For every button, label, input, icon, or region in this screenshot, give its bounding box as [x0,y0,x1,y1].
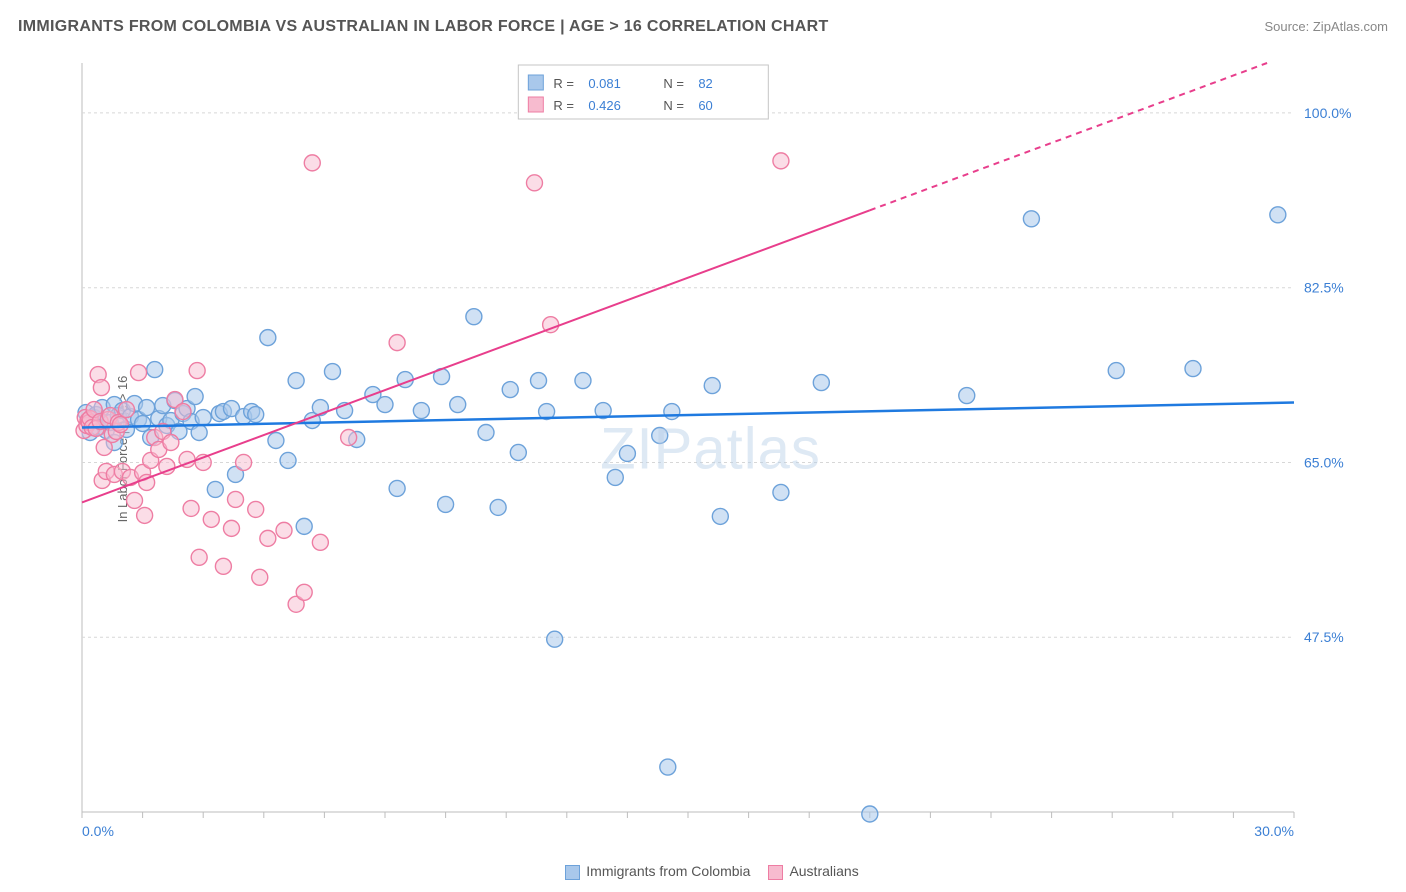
data-point [704,378,720,394]
correlation-legend: R = 0.081 N = 82 R = 0.426 N = 60 [518,65,768,119]
data-point [607,469,623,485]
data-point [191,425,207,441]
data-point [260,330,276,346]
legend-r-label: R = [553,76,574,91]
data-point [288,373,304,389]
legend-r-value: 0.426 [588,98,621,113]
data-point [203,511,219,527]
data-point [183,500,199,516]
data-point [773,153,789,169]
data-point [163,434,179,450]
data-point [510,444,526,460]
data-point [1185,361,1201,377]
data-point [413,403,429,419]
legend-swatch [565,865,580,880]
data-point [389,480,405,496]
data-point [312,534,328,550]
y-tick-label: 100.0% [1304,105,1351,121]
chart-frame: IMMIGRANTS FROM COLOMBIA VS AUSTRALIAN I… [0,0,1406,892]
data-point [1023,211,1039,227]
data-point [268,432,284,448]
legend-series-label: Australians [789,863,858,879]
data-point [341,430,357,446]
data-point [127,492,143,508]
data-point [93,380,109,396]
data-point [248,407,264,423]
data-point [466,309,482,325]
data-point [131,365,147,381]
data-point [280,452,296,468]
data-point [773,484,789,500]
data-point [660,759,676,775]
data-point [135,416,151,432]
data-point [712,508,728,524]
data-point [324,364,340,380]
data-point [664,404,680,420]
data-point [575,373,591,389]
data-point [389,335,405,351]
data-point [450,397,466,413]
data-point [490,499,506,515]
x-tick-label: 30.0% [1254,823,1294,839]
data-point [959,388,975,404]
chart-title: IMMIGRANTS FROM COLOMBIA VS AUSTRALIAN I… [18,18,829,36]
legend-swatch [768,865,783,880]
data-point [547,631,563,647]
data-point [276,522,292,538]
source-label: Source: ZipAtlas.com [1264,19,1388,34]
data-point [1270,207,1286,223]
legend-r-value: 0.081 [588,76,621,91]
legend-n-label: N = [663,76,684,91]
data-point [118,402,134,418]
legend-series-label: Immigrants from Colombia [586,863,750,879]
data-point [652,428,668,444]
legend-swatch [528,75,543,90]
data-point [137,507,153,523]
legend-n-value: 82 [698,76,712,91]
data-point [175,404,191,420]
data-point [502,382,518,398]
data-point [191,549,207,565]
legend-swatch [528,97,543,112]
data-point [189,363,205,379]
legend-n-label: N = [663,98,684,113]
data-point [304,155,320,171]
y-tick-label: 82.5% [1304,280,1344,296]
data-point [813,375,829,391]
data-point [147,362,163,378]
data-point [248,501,264,517]
data-point [531,373,547,389]
data-point [296,584,312,600]
data-point [377,397,393,413]
data-point [112,417,128,433]
x-tick-label: 0.0% [82,823,114,839]
data-point [862,806,878,822]
data-point [252,569,268,585]
plot-area: In Labor Force | Age > 16 47.5%65.0%82.5… [45,55,1376,842]
y-tick-label: 47.5% [1304,629,1344,645]
legend-n-value: 60 [698,98,712,113]
legend-r-label: R = [553,98,574,113]
data-point [215,558,231,574]
data-point [1108,363,1124,379]
data-point [236,454,252,470]
data-point [260,530,276,546]
data-point [526,175,542,191]
data-point [223,520,239,536]
data-point [187,389,203,405]
data-point [478,425,494,441]
data-point [207,481,223,497]
title-bar: IMMIGRANTS FROM COLOMBIA VS AUSTRALIAN I… [18,18,1388,36]
trend-line [82,210,870,502]
data-point [228,491,244,507]
legend-bottom: Immigrants from Colombia Australians [0,863,1406,880]
data-point [195,410,211,426]
trend-line-extrapolated [870,63,1267,210]
data-point [296,518,312,534]
data-point [619,445,635,461]
y-tick-label: 65.0% [1304,454,1344,470]
data-point [438,496,454,512]
scatter-plot-svg: 47.5% 65.0% 82.5% 100.0% 0.0% 30.0% R = 0.081 N … [70,55,1376,842]
